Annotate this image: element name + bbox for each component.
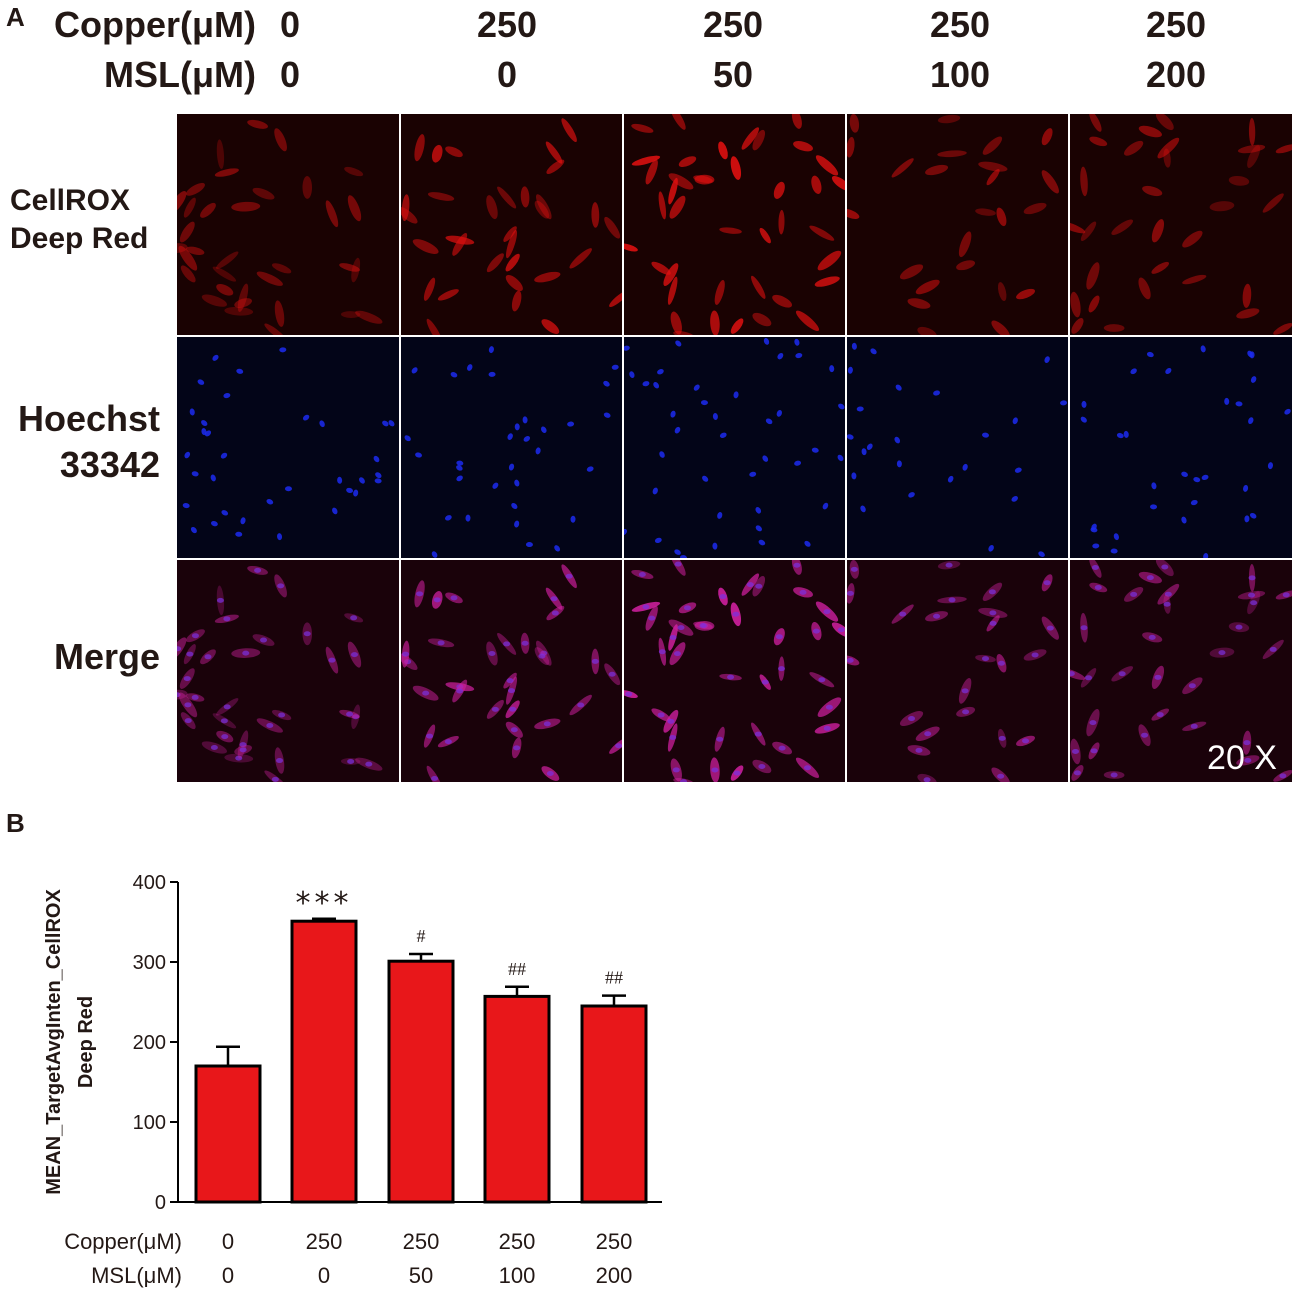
header-value: 50 — [712, 54, 754, 95]
x-table-label: Copper(μM) — [64, 1229, 182, 1254]
header-value: 0 — [279, 54, 301, 95]
x-table-value: 100 — [498, 1263, 536, 1288]
micrograph-tile — [1070, 337, 1292, 558]
header-value: 0 — [279, 4, 301, 45]
x-table-value: 250 — [402, 1229, 440, 1254]
bar-chart: 0 100 200 300 400 MEAN_TargetAvgInten_CellROX… — [43, 872, 662, 1214]
header-value: 250 — [929, 4, 991, 45]
micrograph-tile — [624, 114, 845, 335]
significance-label: ## — [508, 959, 526, 979]
x-table-value: 250 — [595, 1229, 633, 1254]
header-value: 200 — [1145, 54, 1207, 95]
row-label-line: Hoechst — [17, 398, 160, 439]
x-table-value: 250 — [305, 1229, 343, 1254]
y-tick-label: 0 — [155, 1192, 166, 1214]
micrograph-tile — [177, 337, 399, 558]
row-label-merge: Merge — [0, 634, 160, 680]
micrograph-tile — [847, 337, 1068, 558]
y-tick-label: 100 — [133, 1112, 166, 1134]
x-table-label: MSL(μM) — [91, 1263, 182, 1288]
header-label: MSL(μM) — [104, 54, 256, 95]
row-label-line: 33342 — [59, 444, 160, 485]
magnification-label: 20 X — [1207, 739, 1277, 777]
header-value: 250 — [1145, 4, 1207, 45]
row-label-line: CellROX — [10, 184, 131, 217]
y-tick-label: 300 — [133, 952, 166, 974]
row-label-line: Merge — [53, 636, 160, 677]
x-table-value: 0 — [317, 1263, 331, 1288]
significance-label: ## — [605, 968, 623, 988]
micrograph-tile — [401, 560, 622, 782]
micrograph-tile — [847, 560, 1068, 782]
x-table-value: 50 — [408, 1263, 434, 1288]
x-table-value: 0 — [221, 1263, 235, 1288]
panel-b-letter: B — [6, 808, 25, 838]
significance-label: # — [417, 926, 426, 946]
micrograph-tile — [401, 337, 622, 558]
micrograph-tile — [1070, 114, 1292, 335]
header-row-copper: Copper(μM) 0 250 250 250 250 — [0, 4, 1300, 54]
header-value: 0 — [496, 54, 518, 95]
x-table-value: 200 — [595, 1263, 633, 1288]
micrograph-tile — [177, 114, 399, 335]
x-table-value: 250 — [498, 1229, 536, 1254]
row-label-line: Deep Red — [10, 222, 149, 255]
y-axis-label: MEAN_TargetAvgInten_CellROX — [43, 889, 65, 1195]
bar — [483, 994, 551, 1204]
y-tick-label: 400 — [133, 872, 166, 894]
y-tick-label: 200 — [133, 1032, 166, 1054]
bar — [580, 1004, 648, 1204]
header-row-msl: MSL(μM) 0 0 50 100 200 — [0, 54, 1300, 104]
y-axis-label: Deep Red — [75, 996, 97, 1088]
header-value: 250 — [702, 4, 764, 45]
micrograph-tile — [177, 560, 399, 782]
bar — [290, 919, 358, 1204]
bar — [194, 1064, 262, 1204]
header-value: 250 — [476, 4, 538, 45]
header-label: Copper(μM) — [54, 4, 256, 45]
row-label-hoechst: Hoechst 33342 — [0, 396, 160, 488]
micrograph-tile — [401, 114, 622, 335]
micrograph-grid: 20 X — [177, 114, 1292, 782]
header-value: 100 — [929, 54, 991, 95]
x-table-value: 0 — [221, 1229, 235, 1254]
bar — [387, 959, 455, 1204]
micrograph-tile — [624, 560, 845, 782]
significance-label: *** — [296, 886, 353, 921]
panel-a-letter: A — [6, 2, 25, 32]
micrograph-tile — [1070, 560, 1292, 782]
micrograph-tile — [624, 337, 845, 558]
micrograph-tile — [847, 114, 1068, 335]
row-label-cellrox: CellROX Deep Red — [0, 182, 158, 258]
